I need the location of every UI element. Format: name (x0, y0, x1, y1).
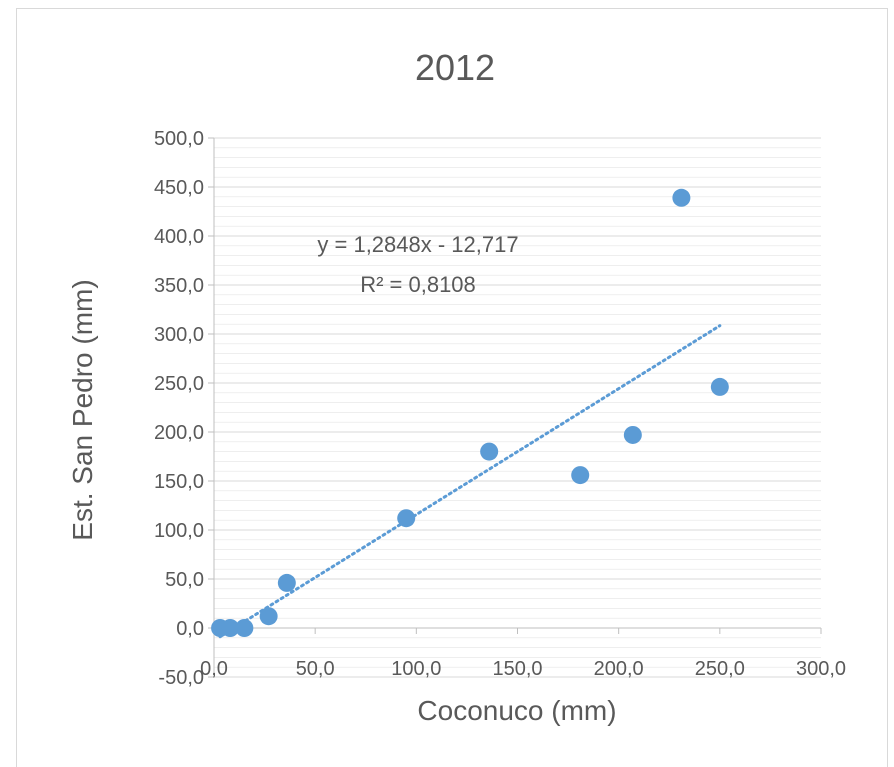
data-point (221, 619, 240, 637)
x-tick-label: 200,0 (594, 658, 644, 680)
data-points (211, 188, 729, 637)
x-tick-label: 50,0 (296, 658, 335, 680)
axes (208, 137, 822, 678)
x-tick-label: 100,0 (391, 658, 441, 680)
x-tick-label: 150,0 (492, 658, 542, 680)
data-point (571, 466, 590, 485)
chart-area (16, 8, 888, 767)
data-point (672, 188, 691, 207)
y-tick-label: 200,0 (154, 422, 204, 444)
y-tick-label: 250,0 (154, 373, 204, 395)
y-tick-labels: -50,0 0,0 50,0 100,0 150,0 200,0 250,0 300,0 350… (154, 128, 204, 689)
trendline (218, 324, 722, 639)
data-point (623, 425, 642, 444)
x-tick-label: 0,0 (200, 658, 228, 680)
data-point (710, 377, 729, 396)
x-tick-labels: 0,0 50,0 100,0 150,0 200,0 250,0 300,0 (200, 658, 846, 680)
trendline-r2: R² = 0,8108 (360, 272, 476, 297)
gridlines (214, 137, 821, 678)
y-tick-label: 300,0 (154, 324, 204, 346)
data-point (397, 509, 416, 528)
y-tick-label: 150,0 (154, 471, 204, 493)
trendline-equation: y = 1,2848x - 12,717 (317, 232, 518, 257)
y-axis-title: Est. San Pedro (mm) (67, 279, 98, 540)
y-tick-label: 400,0 (154, 226, 204, 248)
y-tick-label: 500,0 (154, 128, 204, 150)
y-tick-label: 450,0 (154, 177, 204, 199)
y-tick-label: 100,0 (154, 520, 204, 542)
data-point (277, 573, 296, 592)
x-tick-label: 300,0 (796, 658, 846, 680)
data-point (259, 607, 278, 626)
y-tick-label: 50,0 (165, 569, 204, 591)
data-point (235, 619, 254, 637)
chart-title: 2012 (415, 47, 495, 88)
trendline-line (218, 324, 722, 639)
y-tick-label: 0,0 (176, 618, 204, 640)
x-axis-title: Coconuco (mm) (417, 695, 616, 726)
y-tick-label: -50,0 (158, 667, 204, 689)
x-tick-label: 250,0 (695, 658, 745, 680)
y-tick-label: 350,0 (154, 275, 204, 297)
data-point (480, 442, 499, 461)
